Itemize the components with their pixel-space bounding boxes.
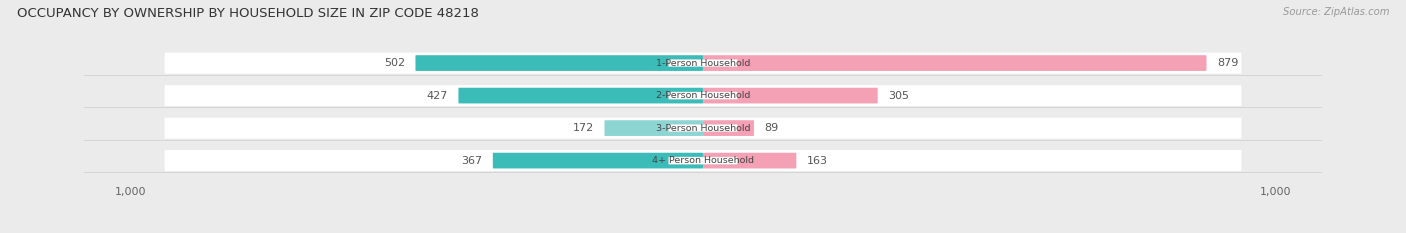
FancyBboxPatch shape: [492, 153, 703, 168]
FancyBboxPatch shape: [165, 150, 1241, 171]
FancyBboxPatch shape: [165, 85, 1241, 106]
FancyBboxPatch shape: [669, 59, 737, 67]
FancyBboxPatch shape: [703, 88, 877, 103]
FancyBboxPatch shape: [458, 88, 703, 103]
FancyBboxPatch shape: [703, 55, 1206, 71]
FancyBboxPatch shape: [165, 53, 1241, 74]
Text: 427: 427: [427, 91, 449, 101]
Text: 502: 502: [384, 58, 405, 68]
Text: OCCUPANCY BY OWNERSHIP BY HOUSEHOLD SIZE IN ZIP CODE 48218: OCCUPANCY BY OWNERSHIP BY HOUSEHOLD SIZE…: [17, 7, 479, 20]
FancyBboxPatch shape: [415, 55, 703, 71]
Text: 163: 163: [807, 156, 828, 166]
Text: 305: 305: [889, 91, 910, 101]
FancyBboxPatch shape: [669, 157, 737, 164]
Legend: Owner-occupied, Renter-occupied: Owner-occupied, Renter-occupied: [582, 229, 824, 233]
FancyBboxPatch shape: [669, 92, 737, 99]
Text: 3-Person Household: 3-Person Household: [655, 123, 751, 133]
Text: 4+ Person Household: 4+ Person Household: [652, 156, 754, 165]
FancyBboxPatch shape: [165, 118, 1241, 139]
Text: 367: 367: [461, 156, 482, 166]
Text: 1-Person Household: 1-Person Household: [655, 58, 751, 68]
FancyBboxPatch shape: [605, 120, 703, 136]
Text: 89: 89: [765, 123, 779, 133]
Text: 879: 879: [1216, 58, 1239, 68]
FancyBboxPatch shape: [703, 120, 754, 136]
FancyBboxPatch shape: [669, 124, 737, 132]
FancyBboxPatch shape: [703, 153, 796, 168]
Text: 2-Person Household: 2-Person Household: [655, 91, 751, 100]
Text: Source: ZipAtlas.com: Source: ZipAtlas.com: [1282, 7, 1389, 17]
Text: 172: 172: [572, 123, 595, 133]
